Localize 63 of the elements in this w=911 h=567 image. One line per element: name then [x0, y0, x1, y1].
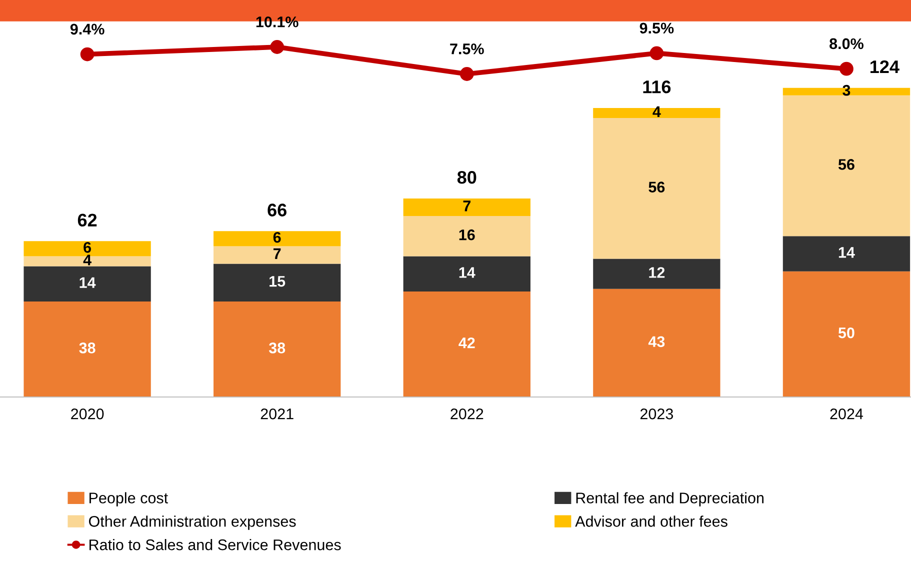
bar	[403, 216, 530, 256]
bar	[782, 236, 910, 272]
legend-label: Other Administration expenses	[88, 516, 296, 530]
data-label: 4	[83, 254, 92, 266]
data-label: 3	[842, 84, 850, 96]
bar	[593, 258, 720, 289]
bar	[214, 231, 341, 246]
data-label: 15	[270, 276, 286, 287]
bar	[593, 288, 720, 397]
data-label: 38	[79, 342, 96, 354]
point	[80, 47, 94, 62]
data-label: 43	[648, 336, 665, 348]
total-label: 62	[78, 214, 97, 226]
bar	[24, 256, 151, 266]
data-label: 4	[652, 106, 661, 117]
x-tick-label: 2022	[450, 408, 484, 420]
legend-label: People cost	[90, 492, 168, 506]
bar	[593, 108, 720, 118]
bar	[782, 271, 910, 397]
data-label: 14	[459, 267, 476, 278]
data-label: 14	[838, 247, 855, 258]
bar	[24, 241, 151, 256]
data-label: 56	[648, 182, 665, 192]
data-label: 56	[838, 159, 854, 170]
total-label: 66	[268, 204, 286, 216]
legend-label: Ratio to Sales and Service Revenues	[90, 539, 341, 550]
point	[840, 62, 854, 76]
bar	[214, 264, 341, 302]
bar	[403, 256, 530, 292]
bar	[403, 291, 530, 397]
legend-label: Rental fee and Depreciation	[576, 492, 764, 506]
bar	[593, 118, 720, 259]
point	[650, 46, 664, 60]
point	[460, 67, 474, 81]
bar	[24, 266, 151, 302]
data-label: 12	[649, 267, 665, 278]
x-tick-label: 2024	[830, 408, 864, 420]
x-tick-label: 2021	[260, 408, 294, 420]
data-label: 9.5%	[640, 22, 674, 34]
x-tick-label: 2023	[640, 408, 674, 420]
total-label: 116	[643, 80, 671, 94]
data-label: 42	[458, 338, 475, 348]
data-label: 9.4%	[70, 24, 104, 35]
data-label: 16	[459, 229, 475, 240]
bar	[403, 198, 530, 216]
legend-label: Advisor and other fees	[575, 516, 728, 527]
data-label: 6	[273, 232, 281, 243]
total-label: 80	[457, 170, 476, 184]
data-label: 38	[268, 342, 286, 354]
total-label: 124	[870, 60, 900, 73]
point	[270, 40, 284, 54]
x-tick-label: 2020	[71, 408, 104, 420]
data-label: 7.5%	[450, 44, 484, 54]
bar	[782, 95, 910, 236]
bar	[214, 246, 341, 264]
bar	[24, 301, 151, 397]
data-label: 50	[838, 327, 854, 338]
data-label: 7	[463, 200, 470, 212]
data-label: 7	[274, 248, 281, 259]
data-label: 14	[80, 277, 96, 288]
bar	[214, 301, 341, 397]
data-label: 8.0%	[830, 38, 864, 50]
data-label: 6	[84, 242, 91, 253]
